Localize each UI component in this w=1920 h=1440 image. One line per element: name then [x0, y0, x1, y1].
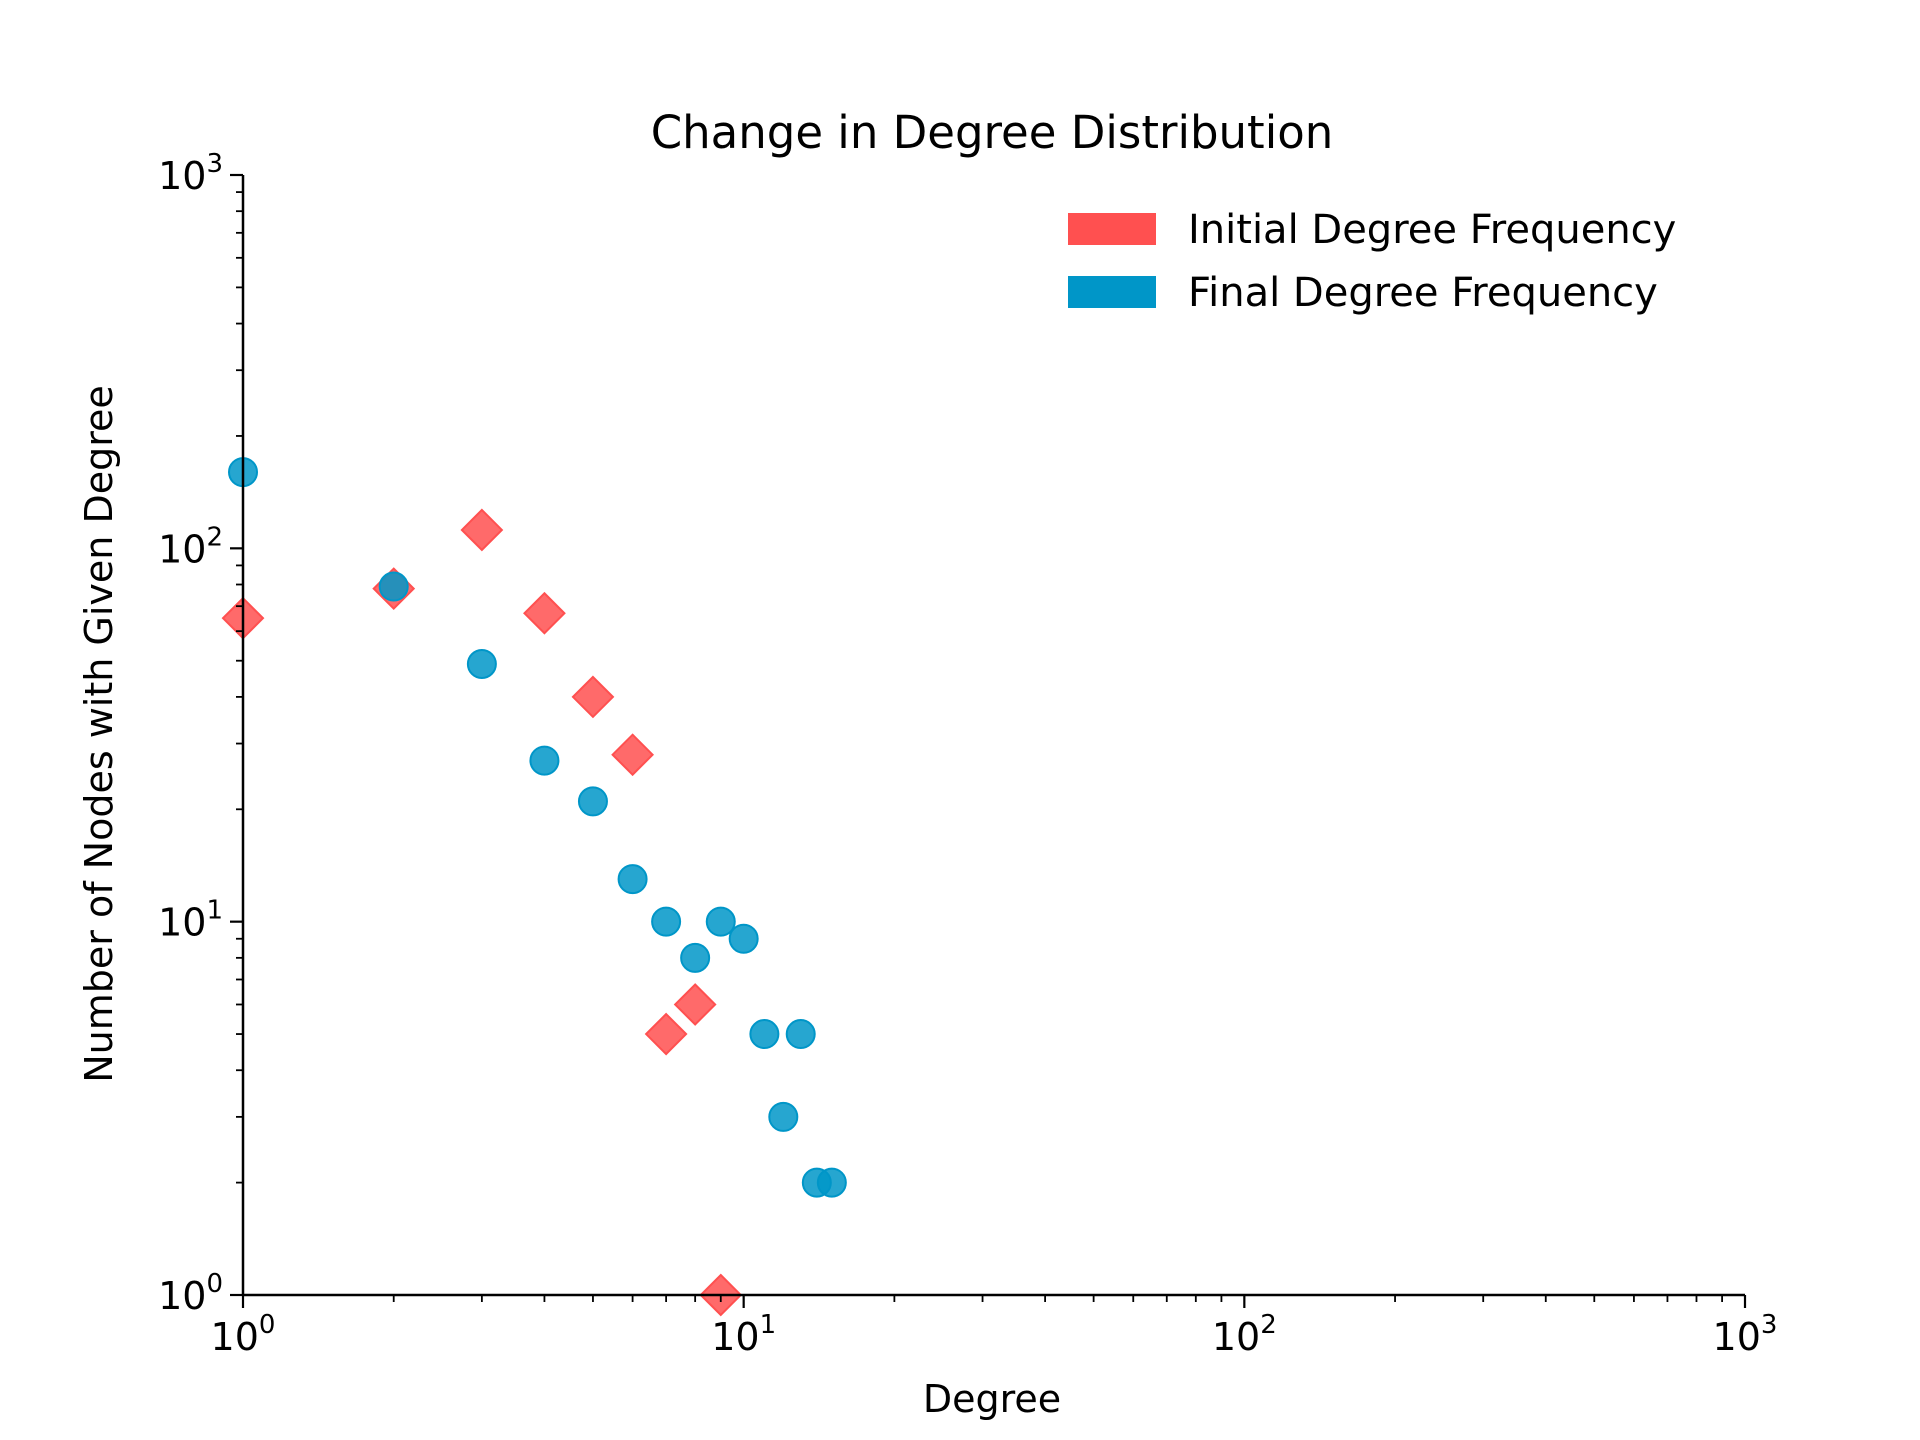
legend-swatch-1 [1068, 213, 1156, 245]
final-degree-point-8 [680, 942, 711, 973]
final-degree-point-3 [466, 648, 497, 679]
final-degree-point-6 [617, 864, 648, 895]
final-degree-point-12 [768, 1101, 799, 1132]
initial-degree-point-8 [673, 983, 717, 1026]
y-tick-label: 101 [158, 896, 223, 945]
final-degree-point-2 [378, 571, 409, 602]
final-degree-point-10 [728, 923, 759, 954]
final-degree-point-4 [529, 745, 560, 776]
initial-degree-point-4 [523, 591, 566, 635]
y-tick-label: 102 [158, 522, 223, 571]
final-degree-point-13 [785, 1019, 816, 1050]
data-markers [221, 457, 847, 1317]
y-tick-label: 103 [158, 149, 223, 198]
x-tick-label: 100 [211, 1310, 276, 1359]
final-degree-point-11 [749, 1019, 780, 1050]
legend: Initial Degree Frequency Final Degree Fre… [1068, 207, 1676, 316]
legend-label-1: Initial Degree Frequency [1188, 207, 1676, 253]
x-tick-label: 102 [1212, 1310, 1277, 1359]
initial-degree-point-5 [571, 675, 615, 719]
chart-title: Change in Degree Distribution [651, 106, 1334, 159]
x-axis-label: Degree [923, 1377, 1061, 1421]
ticks: 100 101 102 103 100 101 102 103 [158, 149, 1777, 1359]
final-degree-point-5 [577, 786, 608, 817]
axes [241, 175, 1745, 1297]
legend-swatch-2 [1068, 276, 1156, 308]
y-tick-label: 100 [158, 1269, 223, 1318]
final-degree-point-15 [816, 1167, 847, 1198]
initial-degree-point-6 [611, 733, 655, 777]
series-2-markers [228, 457, 847, 1198]
final-degree-point-9 [705, 906, 736, 937]
x-tick-label: 101 [711, 1310, 776, 1359]
legend-label-2: Final Degree Frequency [1188, 270, 1658, 316]
initial-degree-point-7 [644, 1012, 688, 1056]
initial-degree-point-3 [460, 508, 504, 552]
x-tick-label: 103 [1713, 1310, 1778, 1359]
y-axis-label: Number of Nodes with Given Degree [77, 385, 121, 1083]
final-degree-point-7 [651, 906, 682, 937]
